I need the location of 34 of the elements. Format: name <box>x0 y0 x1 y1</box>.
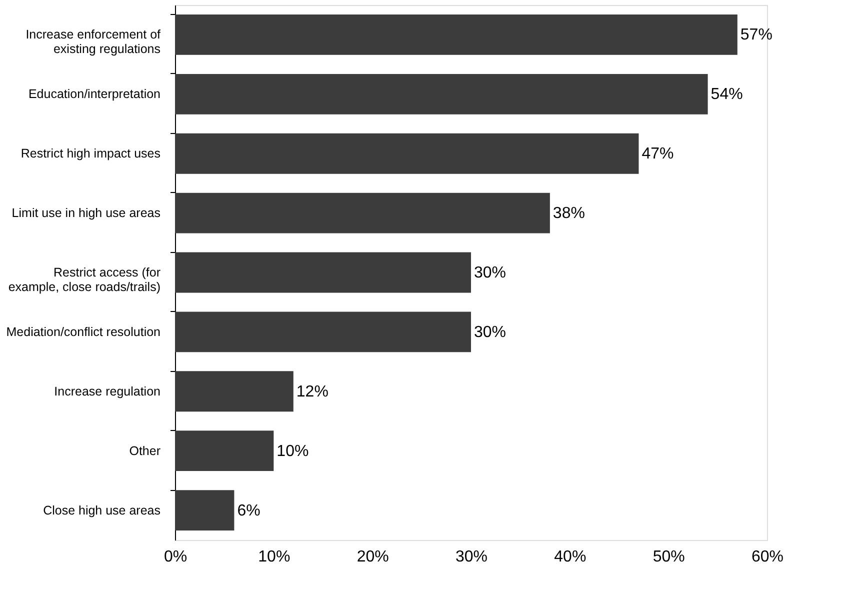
x-tick-label: 60% <box>751 548 784 566</box>
x-tick-label: 50% <box>652 548 685 566</box>
y-tick-label: Close high use areas <box>43 503 160 518</box>
data-label: 47% <box>642 146 674 163</box>
bar <box>175 252 471 293</box>
x-tick-label: 30% <box>455 548 488 566</box>
data-label: 38% <box>552 205 585 222</box>
y-tick-label: Education/interpretation <box>28 87 161 102</box>
y-tick-label: Increase regulation <box>54 384 161 398</box>
x-tick-label: 20% <box>356 548 389 566</box>
data-label: 12% <box>296 383 328 400</box>
bar <box>175 312 471 352</box>
data-label: 57% <box>740 26 772 44</box>
data-label: 10% <box>276 442 309 460</box>
y-tick-label: Increase enforcement of existing regulations <box>26 28 162 56</box>
bar <box>175 371 294 412</box>
x-tick-label: 10% <box>258 548 290 566</box>
y-tick-label: Mediation/conflict resolution <box>6 324 161 339</box>
bar <box>175 133 639 174</box>
y-tick-label: Restrict high impact uses <box>20 146 160 161</box>
data-label: 30% <box>474 264 506 282</box>
bar <box>175 74 708 114</box>
y-tick-label: Restrict access (for example, close roads/trails) <box>8 266 160 294</box>
x-tick-label: 0% <box>164 548 188 566</box>
data-label: 6% <box>237 502 260 520</box>
data-label: 54% <box>710 86 743 104</box>
bar <box>175 490 234 530</box>
bar <box>175 430 274 472</box>
y-tick-label: Other <box>129 444 160 458</box>
x-tick-label: 40% <box>554 548 586 566</box>
bar <box>175 14 738 55</box>
data-label: 30% <box>474 324 506 341</box>
y-tick-label: Limit use in high use areas <box>12 206 160 220</box>
bar <box>175 192 550 234</box>
